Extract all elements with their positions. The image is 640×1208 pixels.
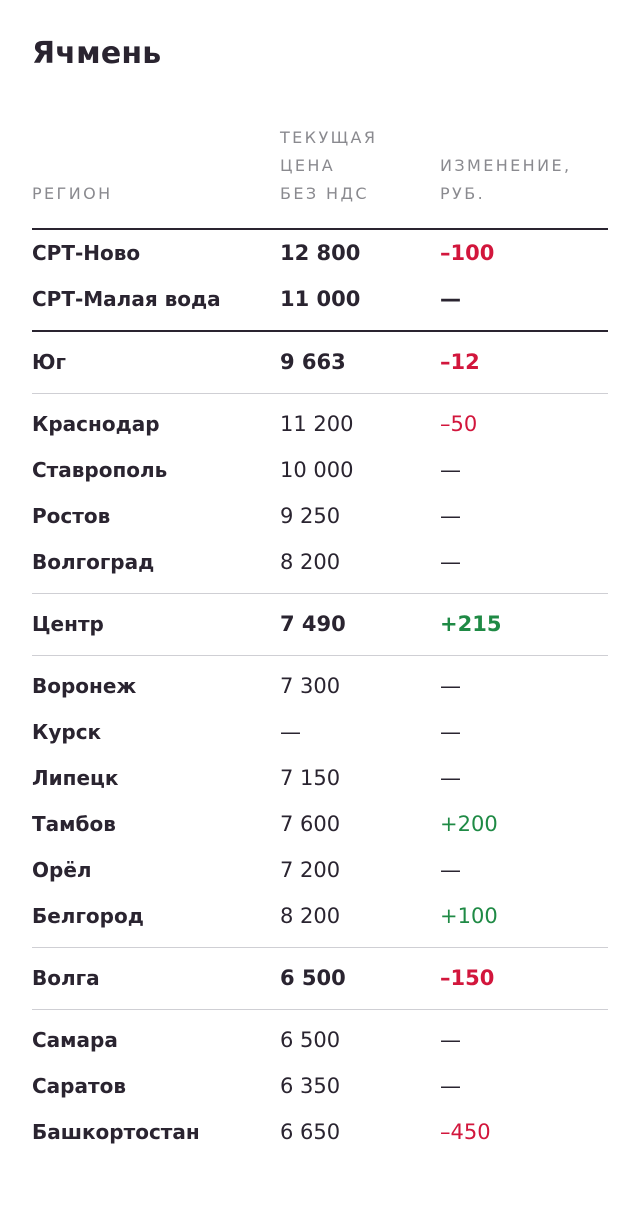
table-row: Самара 6 500 — <box>32 1017 608 1063</box>
region-cell: Воронеж <box>32 674 137 698</box>
change-cell: — <box>440 504 461 528</box>
change-cell: — <box>440 1028 461 1052</box>
table-row: Орёл 7 200 — <box>32 847 608 893</box>
change-cell: +200 <box>440 812 498 836</box>
table-row: Ставрополь 10 000 — <box>32 447 608 493</box>
price-cell: 11 200 <box>280 412 354 436</box>
price-cell: 6 500 <box>280 1028 341 1052</box>
change-cell: +215 <box>440 612 502 636</box>
table-row: Волга 6 500 –150 <box>32 955 608 1001</box>
region-cell: Волгоград <box>32 550 155 574</box>
region-cell: Волга <box>32 966 100 990</box>
region-cell: Курск <box>32 720 102 744</box>
group-divider <box>32 647 608 656</box>
change-cell: — <box>440 458 461 482</box>
change-cell: –12 <box>440 350 480 374</box>
table-row: Юг 9 663 –12 <box>32 339 608 385</box>
region-cell: Липецк <box>32 766 119 790</box>
group-divider <box>32 322 608 332</box>
region-cell: Самара <box>32 1028 118 1052</box>
region-cell: Саратов <box>32 1074 126 1098</box>
change-cell: — <box>440 674 461 698</box>
group-divider <box>32 1001 608 1010</box>
price-cell: 9 663 <box>280 350 346 374</box>
price-cell: 9 250 <box>280 504 341 528</box>
price-cell: 7 200 <box>280 858 341 882</box>
change-cell: –100 <box>440 241 495 265</box>
table-row: Воронеж 7 300 — <box>32 663 608 709</box>
group-divider <box>32 585 608 594</box>
region-cell: Белгород <box>32 904 144 928</box>
price-cell: 7 490 <box>280 612 346 636</box>
table-row: Ростов 9 250 — <box>32 493 608 539</box>
header-region: РЕГИОН <box>32 184 113 203</box>
table-row: СРТ-Ново 12 800 –100 <box>32 230 608 276</box>
change-cell: — <box>440 720 461 744</box>
table-row: Башкортостан 6 650 –450 <box>32 1109 608 1155</box>
change-cell: –50 <box>440 412 478 436</box>
page-title: Ячмень <box>32 36 162 71</box>
change-cell: — <box>440 766 461 790</box>
table-row: Центр 7 490 +215 <box>32 601 608 647</box>
change-cell: — <box>440 858 461 882</box>
price-cell: 6 650 <box>280 1120 341 1144</box>
change-cell: +100 <box>440 904 498 928</box>
table-row: Волгоград 8 200 — <box>32 539 608 585</box>
region-cell: СРТ-Ново <box>32 241 141 265</box>
change-cell: — <box>440 1074 461 1098</box>
price-cell: 8 200 <box>280 904 341 928</box>
price-cell: 7 300 <box>280 674 341 698</box>
price-cell: 12 800 <box>280 241 361 265</box>
change-cell: — <box>440 550 461 574</box>
price-cell: 7 600 <box>280 812 341 836</box>
price-cell: 6 350 <box>280 1074 341 1098</box>
change-cell: — <box>440 287 461 311</box>
table-row: Белгород 8 200 +100 <box>32 893 608 939</box>
region-cell: Юг <box>32 350 66 374</box>
price-cell: — <box>280 720 301 744</box>
header-price: ТЕКУЩАЯ ЦЕНА БЕЗ НДС <box>280 128 378 203</box>
table-row: Саратов 6 350 — <box>32 1063 608 1109</box>
table-row: Тамбов 7 600 +200 <box>32 801 608 847</box>
price-cell: 11 000 <box>280 287 361 311</box>
table-body: СРТ-Ново 12 800 –100 СРТ-Малая вода 11 000 — Ю… <box>32 230 608 1155</box>
region-cell: Ростов <box>32 504 111 528</box>
region-cell: Орёл <box>32 858 92 882</box>
table-row: Липецк 7 150 — <box>32 755 608 801</box>
table-row: Курск — — <box>32 709 608 755</box>
table-header: РЕГИОН ТЕКУЩАЯ ЦЕНА БЕЗ НДС ИЗМЕНЕНИЕ, Р… <box>32 118 608 230</box>
group-divider <box>32 385 608 394</box>
price-cell: 7 150 <box>280 766 341 790</box>
region-cell: Башкортостан <box>32 1120 200 1144</box>
region-cell: Ставрополь <box>32 458 168 482</box>
change-cell: –450 <box>440 1120 491 1144</box>
price-cell: 6 500 <box>280 966 346 990</box>
table-row: Краснодар 11 200 –50 <box>32 401 608 447</box>
header-change: ИЗМЕНЕНИЕ, РУБ. <box>440 156 572 203</box>
region-cell: Тамбов <box>32 812 116 836</box>
group-divider <box>32 939 608 948</box>
price-cell: 10 000 <box>280 458 354 482</box>
region-cell: Центр <box>32 612 104 636</box>
region-cell: Краснодар <box>32 412 160 436</box>
region-cell: СРТ-Малая вода <box>32 287 221 311</box>
change-cell: –150 <box>440 966 495 990</box>
price-cell: 8 200 <box>280 550 341 574</box>
table-row: СРТ-Малая вода 11 000 — <box>32 276 608 322</box>
